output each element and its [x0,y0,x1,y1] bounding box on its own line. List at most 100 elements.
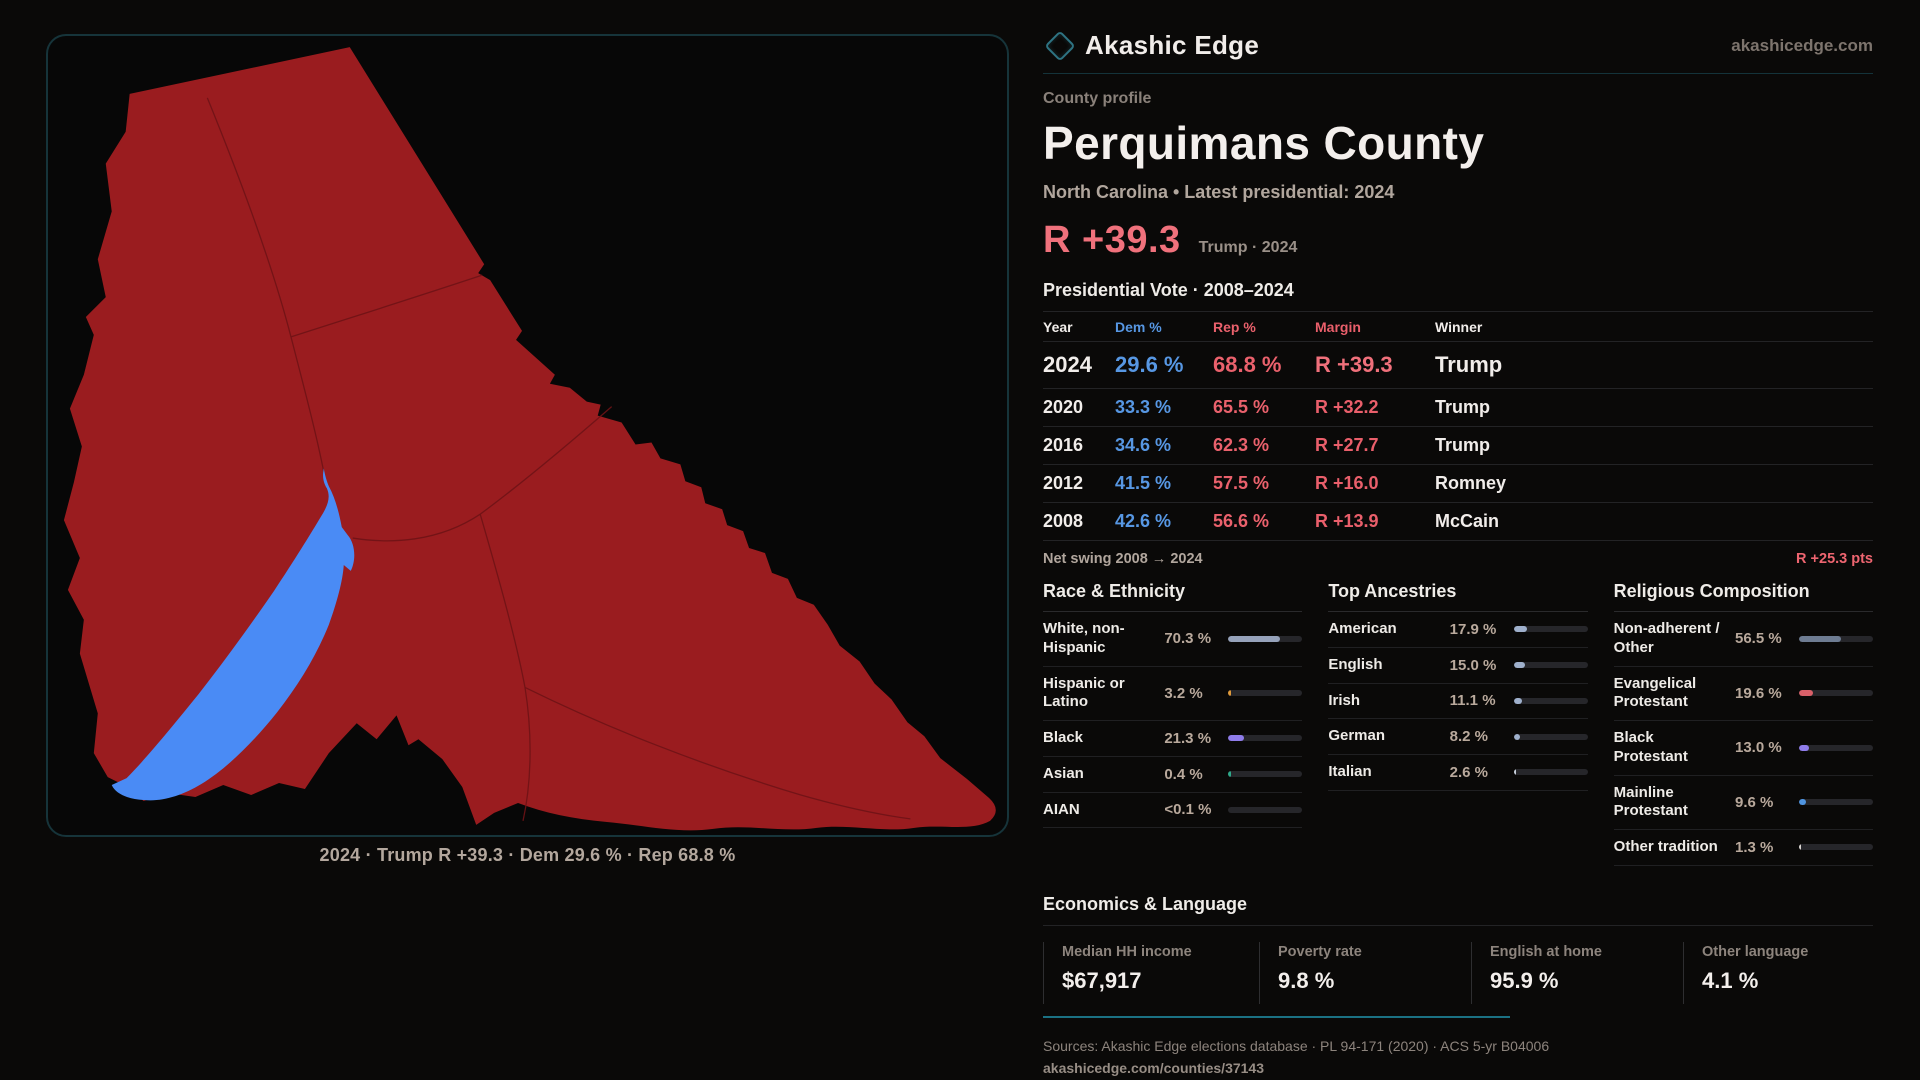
year-cell: 2008 [1043,511,1084,531]
panel-row-label: Asian [1043,764,1084,782]
panel-row: Black Protestant 13.0 % [1613,721,1873,776]
panel-row: Evangelical Protestant 19.6 % [1613,667,1873,721]
panel-row-bar [1228,806,1303,813]
panel-row-label: Non-adherent / Other [1613,620,1720,656]
stat-cell: English at home 95.9 % [1471,941,1683,1004]
panel-row: Italian 2.6 % [1328,755,1588,791]
panel-row: American 17.9 % [1328,612,1588,648]
panel-row-value: 17.9 % [1449,620,1497,638]
headline-margin: R +39.3 [1043,219,1181,261]
panel-row-label: American [1328,620,1397,637]
panel-row-bar [1228,690,1303,697]
panel-row-bar [1798,844,1873,851]
column-header: Dem % [1115,319,1162,335]
year-cell: 2024 [1043,352,1092,377]
panel-row: Asian 0.4 % [1043,757,1303,793]
panel-row-bar-fill [1228,735,1245,742]
demographic-panel: Top Ancestries American 17.9 % English 15.0 … [1328,581,1588,866]
stat-value: 95.9 % [1490,967,1559,993]
panel-row-label: Hispanic or Latino [1043,674,1125,711]
panel-row-label: German [1328,727,1386,745]
panel-row-bar [1513,662,1588,669]
panel-row-label: Evangelical Protestant [1613,674,1697,711]
page-subtitle: North Carolina • Latest presidential: 20… [1043,182,1395,202]
stat-value: 9.8 % [1278,967,1335,993]
vote-table-title: Presidential Vote · 2008–2024 [1043,280,1294,300]
panel-row: Non-adherent / Other 56.5 % [1613,612,1873,667]
panel-row-bar-fill [1798,635,1841,642]
column-header: Year [1043,319,1073,335]
winner-cell: Romney [1435,473,1507,493]
panel-row: Black 21.3 % [1043,721,1303,757]
brand-domain: akashicedge.com [1731,35,1873,55]
winner-cell: Trump [1435,352,1503,377]
vote-table: Year Dem % Rep % Margin Winner 2024 29.6 % 68.… [1043,311,1873,541]
panel-row-value: 70.3 % [1164,630,1212,648]
vote-table-row: 2024 29.6 % 68.8 % R +39.3 Trump [1043,342,1873,389]
stat-label: English at home [1490,943,1602,960]
brand-name: Akashic Edge [1085,30,1260,60]
margin-cell: R +39.3 [1315,352,1393,377]
rep-cell: 57.5 % [1213,473,1270,493]
profile-column: Akashic Edge akashicedge.com County prof… [1043,29,1873,1076]
panel-row-bar [1513,769,1588,776]
net-swing-value: R +25.3 pts [1796,551,1873,567]
panel-row-bar [1228,635,1303,642]
dem-cell: 33.3 % [1115,397,1172,417]
panel-row-value: 13.0 % [1734,739,1782,757]
panel-row-value: 19.6 % [1734,684,1782,702]
margin-cell: R +27.7 [1315,435,1379,455]
panel-row-value: 9.6 % [1734,793,1774,811]
stat-cell: Other language 4.1 % [1683,941,1873,1004]
panel-row-bar [1798,799,1873,806]
rep-cell: 56.6 % [1213,511,1270,531]
panel-row: Other tradition 1.3 % [1613,830,1873,866]
panel-row-bar-fill [1513,769,1516,776]
vote-table-header: Year Dem % Rep % Margin Winner [1043,312,1873,342]
panel-row: Mainline Protestant 9.6 % [1613,776,1873,830]
panel-row-bar-fill [1513,733,1520,740]
panel-row-value: 15.0 % [1449,656,1497,674]
panel-row: German 8.2 % [1328,719,1588,755]
stat-value: 4.1 % [1702,967,1759,993]
panel-row-bar [1798,690,1873,697]
demographic-panel: Race & Ethnicity White, non-Hispanic 70.3 … [1043,581,1303,866]
margin-cell: R +32.2 [1315,397,1379,417]
panel-row: AIAN <0.1 % [1043,793,1303,829]
dem-cell: 42.6 % [1115,511,1172,531]
economics-stats: Median HH income $67,917 Poverty rate 9.8 %… [1043,941,1873,1004]
panel-row-value: 0.4 % [1164,765,1203,783]
year-cell: 2020 [1043,397,1084,417]
panel-row-value: 21.3 % [1164,729,1212,747]
net-swing-label: Net swing 2008 → 2024 [1043,551,1203,567]
net-swing-row: Net swing 2008 → 2024 R +25.3 pts [1043,541,1873,569]
winner-cell: Trump [1435,435,1491,455]
panel-row: Irish 11.1 % [1328,684,1588,720]
rep-cell: 62.3 % [1213,435,1270,455]
demographic-panel: Religious Composition Non-adherent / Othe… [1613,581,1873,866]
year-cell: 2012 [1043,473,1084,493]
panel-row-bar-fill [1798,844,1802,851]
panel-row-value: 8.2 % [1449,728,1489,746]
panel-row-bar-fill [1513,697,1522,704]
headline-context: Trump · 2024 [1198,239,1298,256]
panel-row-bar [1513,626,1588,633]
panel-row-bar [1228,771,1303,778]
stat-cell: Median HH income $67,917 [1043,941,1259,1004]
panel-row-bar [1798,635,1873,642]
panel-row-bar-fill [1228,690,1231,697]
dem-cell: 34.6 % [1115,435,1172,455]
winner-cell: Trump [1435,397,1491,417]
vote-table-row: 2016 34.6 % 62.3 % R +27.7 Trump [1043,427,1873,465]
panel-row-bar-fill [1228,771,1231,778]
stat-value: $67,917 [1062,967,1142,993]
dem-cell: 29.6 % [1115,352,1184,377]
panel-title: Race & Ethnicity [1043,581,1303,612]
panel-row-label: Irish [1328,691,1361,709]
county-map [63,47,996,831]
panel-row: English 15.0 % [1328,648,1588,684]
winner-cell: McCain [1435,511,1500,531]
panel-row-bar [1228,735,1303,742]
panel-row-bar-fill [1798,744,1809,751]
margin-cell: R +16.0 [1315,473,1379,493]
